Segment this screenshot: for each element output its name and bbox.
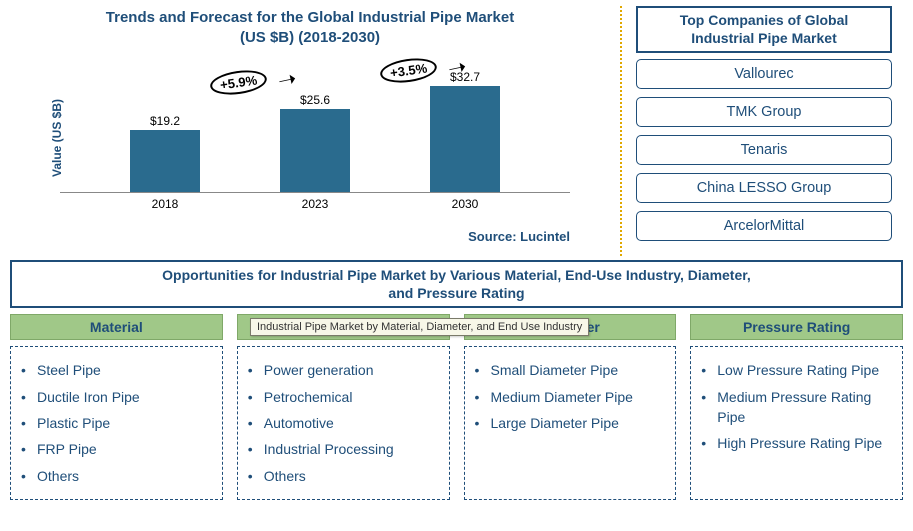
x-label: 2023	[270, 197, 360, 211]
segment-column: DiameterSmall Diameter PipeMedium Diamet…	[464, 314, 677, 499]
segment-header: Material	[10, 314, 223, 340]
segment-body: Small Diameter PipeMedium Diameter PipeL…	[464, 346, 677, 499]
segment-item: Power generation	[248, 357, 443, 383]
x-labels: 2018 2023 2030	[60, 193, 570, 211]
segment-item: Medium Diameter Pipe	[475, 384, 670, 410]
segment-item: Automotive	[248, 410, 443, 436]
bar-group: $25.6	[270, 93, 360, 192]
chart-title-l1: Trends and Forecast for the Global Indus…	[106, 9, 514, 26]
company-item: Vallourec	[636, 59, 892, 89]
segment-item: Medium Pressure Rating Pipe	[701, 384, 896, 431]
segment-item: Others	[248, 463, 443, 489]
company-item: TMK Group	[636, 97, 892, 127]
hover-tooltip: Industrial Pipe Market by Material, Diam…	[250, 318, 589, 336]
chart-title-l2: (US $B) (2018-2030)	[240, 29, 380, 46]
segment-item: Steel Pipe	[21, 357, 216, 383]
bars-container: $19.2 $25.6 $32.7	[60, 53, 570, 193]
segment-body: Low Pressure Rating PipeMedium Pressure …	[690, 346, 903, 499]
source-label: Source: Lucintel	[10, 229, 570, 244]
bar	[130, 130, 200, 192]
opps-header-l1: Opportunities for Industrial Pipe Market…	[162, 267, 751, 283]
segment-item: Industrial Processing	[248, 436, 443, 462]
bar	[280, 109, 350, 192]
segment-item: Small Diameter Pipe	[475, 357, 670, 383]
segment-item: Large Diameter Pipe	[475, 410, 670, 436]
chart-plot: Value (US $B) $19.2$25.6$32.7 2018202320…	[60, 53, 570, 223]
company-item: ArcelorMittal	[636, 211, 892, 241]
segment-item: Plastic Pipe	[21, 410, 216, 436]
bar	[430, 86, 500, 192]
segment-column: Pressure Rating Low Pressure Rating PipeM…	[690, 314, 903, 499]
segment-item: Ductile Iron Pipe	[21, 384, 216, 410]
company-item: China LESSO Group	[636, 173, 892, 203]
segment-item: Low Pressure Rating Pipe	[701, 357, 896, 383]
companies-header-l2: Industrial Pipe Market	[691, 30, 836, 46]
segment-body: Steel PipeDuctile Iron PipePlastic PipeF…	[10, 346, 223, 499]
companies-panel: Top Companies of Global Industrial Pipe …	[622, 0, 902, 256]
bar-value-label: $25.6	[300, 93, 330, 107]
bar-group: $32.7	[420, 70, 510, 192]
top-row: Trends and Forecast for the Global Indus…	[0, 0, 913, 256]
segment-item: Petrochemical	[248, 384, 443, 410]
company-item: Tenaris	[636, 135, 892, 165]
opportunities-header: Opportunities for Industrial Pipe Market…	[10, 260, 903, 308]
segment-header: Pressure Rating	[690, 314, 903, 340]
segments-row: Material Steel PipeDuctile Iron PipePlast…	[0, 314, 913, 499]
chart-area: Trends and Forecast for the Global Indus…	[0, 0, 620, 256]
segment-item: High Pressure Rating Pipe	[701, 430, 896, 456]
segment-body: Power generationPetrochemicalAutomotiveI…	[237, 346, 450, 499]
companies-header: Top Companies of Global Industrial Pipe …	[636, 6, 892, 53]
companies-header-l1: Top Companies of Global	[680, 12, 849, 28]
segment-item: Others	[21, 463, 216, 489]
x-label: 2018	[120, 197, 210, 211]
segment-item: FRP Pipe	[21, 436, 216, 462]
bar-value-label: $19.2	[150, 114, 180, 128]
segment-column: Material Steel PipeDuctile Iron PipePlast…	[10, 314, 223, 499]
x-label: 2030	[420, 197, 510, 211]
bar-group: $19.2	[120, 114, 210, 192]
segment-column: End-Use IndustryPower generationPetroche…	[237, 314, 450, 499]
opps-header-l2: and Pressure Rating	[388, 285, 524, 301]
chart-title: Trends and Forecast for the Global Indus…	[10, 8, 610, 47]
